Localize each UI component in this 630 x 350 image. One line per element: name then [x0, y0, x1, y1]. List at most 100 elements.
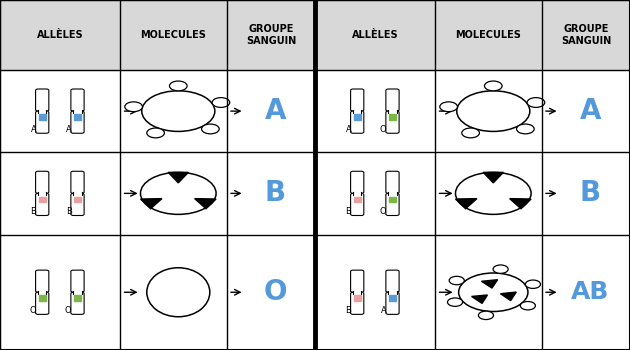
FancyBboxPatch shape — [350, 270, 364, 292]
Bar — [74, 192, 81, 195]
Bar — [39, 110, 46, 113]
Text: O: O — [30, 306, 37, 315]
Text: B: B — [345, 207, 352, 216]
FancyBboxPatch shape — [386, 292, 399, 314]
Polygon shape — [483, 172, 503, 183]
FancyBboxPatch shape — [386, 89, 399, 111]
FancyBboxPatch shape — [350, 193, 364, 216]
Circle shape — [525, 280, 541, 288]
Circle shape — [462, 128, 479, 138]
Bar — [39, 197, 46, 202]
Bar — [39, 291, 46, 294]
Bar — [39, 295, 46, 301]
Circle shape — [440, 102, 457, 112]
Bar — [74, 291, 81, 294]
Text: A: A — [580, 97, 601, 125]
Circle shape — [493, 265, 508, 273]
Circle shape — [212, 98, 230, 107]
FancyBboxPatch shape — [350, 111, 364, 133]
FancyBboxPatch shape — [71, 171, 84, 193]
Text: B: B — [580, 179, 601, 207]
Polygon shape — [510, 198, 531, 209]
FancyBboxPatch shape — [71, 193, 84, 216]
Bar — [74, 114, 81, 120]
Text: A: A — [30, 125, 37, 134]
Circle shape — [478, 311, 493, 320]
FancyBboxPatch shape — [386, 270, 399, 292]
Bar — [354, 192, 360, 195]
Polygon shape — [455, 199, 477, 209]
Text: O: O — [263, 278, 287, 306]
Bar — [435, 0, 542, 70]
Circle shape — [520, 301, 536, 310]
Text: O: O — [65, 306, 71, 315]
Bar — [74, 295, 81, 301]
Text: ALLÈLES: ALLÈLES — [352, 30, 398, 40]
FancyBboxPatch shape — [71, 292, 84, 314]
FancyBboxPatch shape — [71, 111, 84, 133]
Bar — [389, 295, 396, 301]
Bar — [227, 0, 315, 70]
Polygon shape — [500, 292, 516, 301]
FancyBboxPatch shape — [350, 89, 364, 111]
Bar — [74, 110, 81, 113]
FancyBboxPatch shape — [386, 193, 399, 216]
Bar — [354, 291, 360, 294]
Text: A: A — [265, 97, 286, 125]
FancyBboxPatch shape — [350, 171, 364, 193]
FancyBboxPatch shape — [36, 89, 49, 111]
Circle shape — [517, 124, 534, 134]
Text: B: B — [66, 207, 71, 216]
Bar — [389, 110, 396, 113]
Circle shape — [449, 276, 464, 285]
Polygon shape — [481, 280, 498, 288]
Text: B: B — [30, 207, 37, 216]
Circle shape — [147, 128, 164, 138]
Text: GROUPE
SANGUIN: GROUPE SANGUIN — [561, 24, 611, 46]
Bar — [354, 295, 360, 301]
Bar — [354, 114, 360, 120]
Ellipse shape — [147, 268, 210, 317]
Text: A: A — [381, 306, 387, 315]
Bar — [120, 0, 227, 70]
Bar — [354, 197, 360, 202]
Bar — [0, 0, 120, 70]
Circle shape — [142, 91, 215, 132]
Text: A: A — [345, 125, 352, 134]
Text: ALLÈLES: ALLÈLES — [37, 30, 83, 40]
Text: O: O — [380, 207, 387, 216]
Bar — [39, 114, 46, 120]
Circle shape — [459, 273, 528, 312]
Bar — [389, 291, 396, 294]
Polygon shape — [140, 199, 162, 209]
Circle shape — [484, 81, 502, 91]
Text: A: A — [66, 125, 71, 134]
Bar — [315, 0, 435, 70]
Bar — [389, 192, 396, 195]
Text: MOLECULES: MOLECULES — [455, 30, 521, 40]
Circle shape — [527, 98, 545, 107]
Text: MOLECULES: MOLECULES — [140, 30, 206, 40]
Polygon shape — [168, 172, 188, 183]
Circle shape — [457, 91, 530, 132]
FancyBboxPatch shape — [386, 171, 399, 193]
Circle shape — [169, 81, 187, 91]
Circle shape — [125, 102, 142, 112]
Bar — [542, 0, 630, 70]
Circle shape — [455, 173, 531, 214]
Bar — [39, 192, 46, 195]
Text: GROUPE
SANGUIN: GROUPE SANGUIN — [246, 24, 296, 46]
FancyBboxPatch shape — [71, 89, 84, 111]
Bar — [389, 114, 396, 120]
FancyBboxPatch shape — [71, 270, 84, 292]
Bar — [354, 110, 360, 113]
Circle shape — [140, 173, 216, 214]
FancyBboxPatch shape — [36, 270, 49, 292]
FancyBboxPatch shape — [36, 171, 49, 193]
Circle shape — [202, 124, 219, 134]
FancyBboxPatch shape — [36, 292, 49, 314]
FancyBboxPatch shape — [36, 111, 49, 133]
Polygon shape — [472, 295, 488, 303]
FancyBboxPatch shape — [350, 292, 364, 314]
Text: AB: AB — [571, 280, 609, 304]
